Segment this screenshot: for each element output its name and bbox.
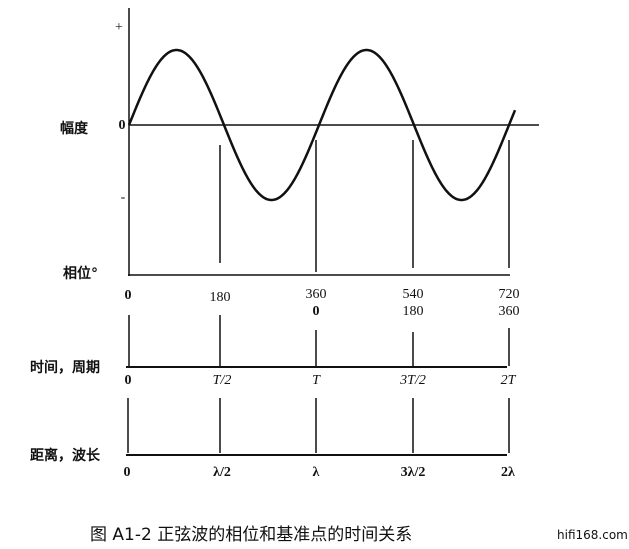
phase2-label-360: 360 <box>498 304 520 319</box>
time-label: 时间，周期 <box>30 360 100 376</box>
distance-label-2lambda: 2λ <box>501 465 515 480</box>
time-label-half: T/2 <box>212 373 232 388</box>
time-label-3half: 3T/2 <box>400 373 426 388</box>
phase-label-0: 0 <box>124 288 132 303</box>
distance-ticks <box>127 398 510 453</box>
phase2-label-0: 0 <box>312 304 320 319</box>
phase-label-360: 360 <box>305 287 327 302</box>
time-ticks <box>128 315 510 366</box>
minus-tick: - <box>120 190 126 205</box>
phase2-label-180: 180 <box>402 304 424 319</box>
distance-label-half: λ/2 <box>213 465 231 480</box>
sine-wave <box>127 48 517 202</box>
time-label-2t: 2T <box>500 373 516 388</box>
phase-label-540: 540 <box>402 287 424 302</box>
distance-label-0: 0 <box>123 465 131 480</box>
plus-tick: + <box>115 20 123 35</box>
distance-label: 距离，波长 <box>30 448 100 464</box>
distance-label-lambda: λ <box>312 465 320 480</box>
amplitude-label: 幅度 <box>60 121 88 137</box>
time-label-0: 0 <box>124 373 132 388</box>
phase-label-720: 720 <box>498 287 520 302</box>
phase-label: 相位° <box>63 266 98 282</box>
phase-label-180: 180 <box>209 290 231 305</box>
watermark: hifi168.com <box>557 528 628 542</box>
figure-caption: 图 A1-2 正弦波的相位和基准点的时间关系 <box>90 525 413 545</box>
time-label-t: T <box>312 373 320 388</box>
zero-tick: 0 <box>118 118 126 133</box>
distance-label-3half: 3λ/2 <box>400 465 426 480</box>
